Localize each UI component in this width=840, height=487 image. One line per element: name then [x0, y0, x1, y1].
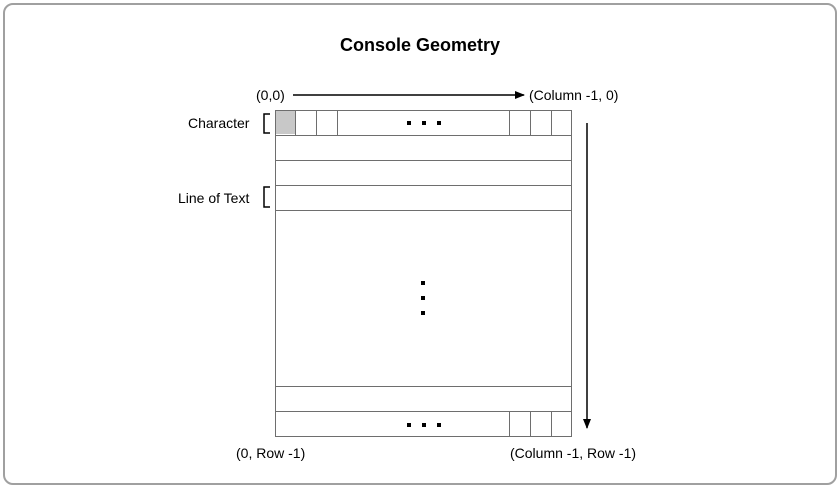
horizontal-ellipsis-top — [407, 121, 441, 125]
horizontal-ellipsis-bottom — [407, 423, 441, 427]
line-of-text-bracket — [264, 187, 270, 207]
vertical-ellipsis — [421, 281, 425, 315]
character-bracket — [264, 114, 270, 133]
